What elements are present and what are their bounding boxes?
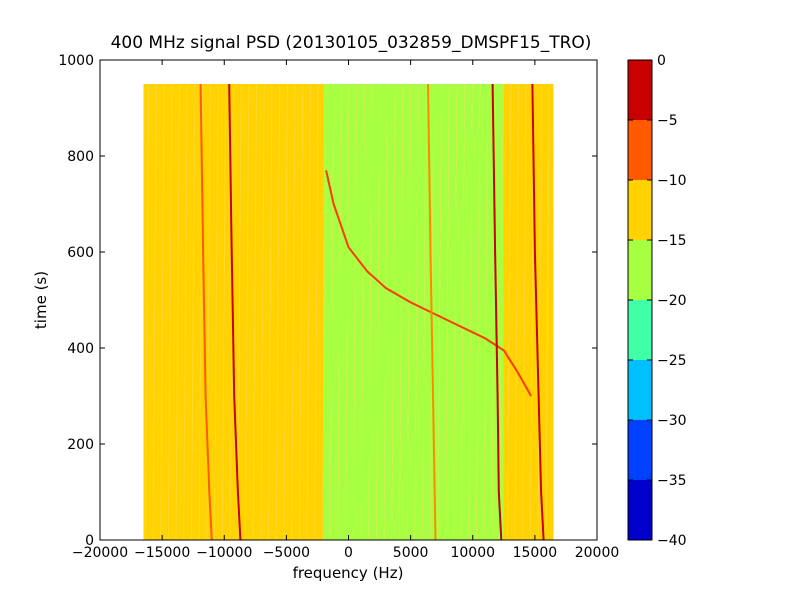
line-doppler-trace bbox=[325, 170, 532, 397]
x-tick-label: −10000 bbox=[196, 545, 252, 561]
colorbar-segment bbox=[628, 360, 652, 420]
x-tick-label: 20000 bbox=[575, 545, 620, 561]
texture-stripe bbox=[368, 83, 373, 540]
y-tick-label: 200 bbox=[67, 437, 94, 453]
colorbar-tick-label: 0 bbox=[657, 53, 666, 69]
texture-stripe bbox=[221, 83, 227, 540]
texture-stripe bbox=[314, 83, 319, 540]
y-tick-label: 1000 bbox=[58, 53, 94, 69]
y-tick-label: 400 bbox=[67, 341, 94, 357]
x-tick-label: −20000 bbox=[72, 545, 128, 561]
texture-stripe bbox=[214, 83, 219, 540]
colorbar-segment bbox=[628, 240, 652, 300]
colorbar-segment bbox=[628, 120, 652, 180]
texture-stripe bbox=[383, 83, 388, 540]
texture-stripe bbox=[514, 83, 519, 540]
texture-stripe bbox=[191, 83, 196, 540]
texture-stripe bbox=[321, 83, 327, 540]
y-tick-label: 0 bbox=[85, 533, 94, 549]
texture-stripe bbox=[375, 83, 381, 540]
texture-stripe bbox=[283, 83, 288, 540]
colorbar-segment bbox=[628, 420, 652, 480]
x-axis: −20000 −15000 −10000 −5000 0 5000 10000 15000 20… bbox=[72, 60, 619, 561]
line-carrier-right-1 bbox=[491, 83, 503, 540]
colorbar: −40 −35 −30 −25 −20 −15 −10 −5 0 bbox=[627, 53, 687, 549]
colorbar-segment bbox=[628, 180, 652, 240]
texture-stripe bbox=[252, 83, 257, 540]
plot-area bbox=[100, 60, 597, 540]
texture-stripe bbox=[237, 83, 242, 540]
colorbar-tick-label: −5 bbox=[657, 113, 678, 129]
texture-stripe bbox=[437, 83, 442, 540]
texture-stripe bbox=[391, 83, 396, 540]
texture-stripe bbox=[476, 83, 481, 540]
y-axis: 0 200 400 600 800 1000 bbox=[58, 53, 597, 549]
colorbar-segment bbox=[628, 60, 652, 120]
texture-stripe bbox=[160, 83, 165, 540]
x-axis-label: frequency (Hz) bbox=[293, 564, 404, 582]
colorbar-tick-label: −25 bbox=[657, 353, 687, 369]
region-right-band bbox=[503, 84, 554, 540]
texture-stripe bbox=[452, 83, 458, 540]
texture-stripe bbox=[291, 83, 296, 540]
texture-stripe bbox=[483, 83, 489, 540]
line-carrier-left-2 bbox=[228, 83, 242, 540]
texture-stripe bbox=[406, 83, 412, 540]
texture-stripe bbox=[399, 83, 404, 540]
texture-stripe bbox=[422, 83, 427, 540]
texture-stripe bbox=[522, 83, 527, 540]
line-mid-line bbox=[427, 83, 437, 540]
texture-stripe bbox=[445, 83, 450, 540]
colorbar-tick-label: −10 bbox=[657, 173, 687, 189]
texture-stripe bbox=[537, 83, 542, 540]
texture-stripe bbox=[175, 83, 180, 540]
colorbar-tick-label: −40 bbox=[657, 533, 687, 549]
texture-stripe bbox=[244, 83, 250, 540]
texture-stripe bbox=[545, 83, 550, 540]
psd-texture bbox=[144, 83, 550, 540]
texture-stripe bbox=[152, 83, 157, 540]
texture-stripe bbox=[352, 83, 358, 540]
texture-stripe bbox=[260, 83, 265, 540]
y-axis-label: time (s) bbox=[32, 271, 50, 329]
texture-stripe bbox=[345, 83, 350, 540]
y-tick-label: 800 bbox=[67, 149, 94, 165]
x-tick-label: 5000 bbox=[393, 545, 429, 561]
texture-stripe bbox=[337, 83, 342, 540]
texture-stripe bbox=[229, 83, 234, 540]
x-tick-label: −15000 bbox=[134, 545, 190, 561]
x-tick-label: 10000 bbox=[450, 545, 495, 561]
x-tick-label: −5000 bbox=[263, 545, 310, 561]
texture-stripe bbox=[306, 83, 311, 540]
texture-stripe bbox=[329, 83, 334, 540]
line-carrier-left-1 bbox=[199, 83, 213, 540]
texture-stripe bbox=[275, 83, 281, 540]
texture-stripe bbox=[167, 83, 173, 540]
colorbar-tick-label: −35 bbox=[657, 473, 687, 489]
line-carrier-right-2 bbox=[531, 83, 545, 540]
x-tick-label: 0 bbox=[344, 545, 353, 561]
texture-stripe bbox=[414, 83, 419, 540]
texture-stripe bbox=[268, 83, 273, 540]
texture-stripe bbox=[144, 83, 150, 540]
colorbar-segment bbox=[628, 480, 652, 540]
texture-stripe bbox=[491, 83, 496, 540]
texture-stripe bbox=[298, 83, 304, 540]
texture-stripe bbox=[506, 83, 512, 540]
colorbar-tick-label: −15 bbox=[657, 233, 687, 249]
y-tick-label: 600 bbox=[67, 245, 94, 261]
texture-stripe bbox=[499, 83, 504, 540]
texture-stripe bbox=[360, 83, 365, 540]
colorbar-segment bbox=[628, 300, 652, 360]
x-tick-label: 15000 bbox=[513, 545, 558, 561]
texture-stripe bbox=[468, 83, 473, 540]
signal-lines bbox=[199, 83, 545, 540]
colorbar-tick-label: −20 bbox=[657, 293, 687, 309]
chart-title: 400 MHz signal PSD (20130105_032859_DMSP… bbox=[111, 33, 592, 53]
texture-stripe bbox=[183, 83, 188, 540]
colorbar-tick-label: −30 bbox=[657, 413, 687, 429]
texture-stripe bbox=[460, 83, 465, 540]
